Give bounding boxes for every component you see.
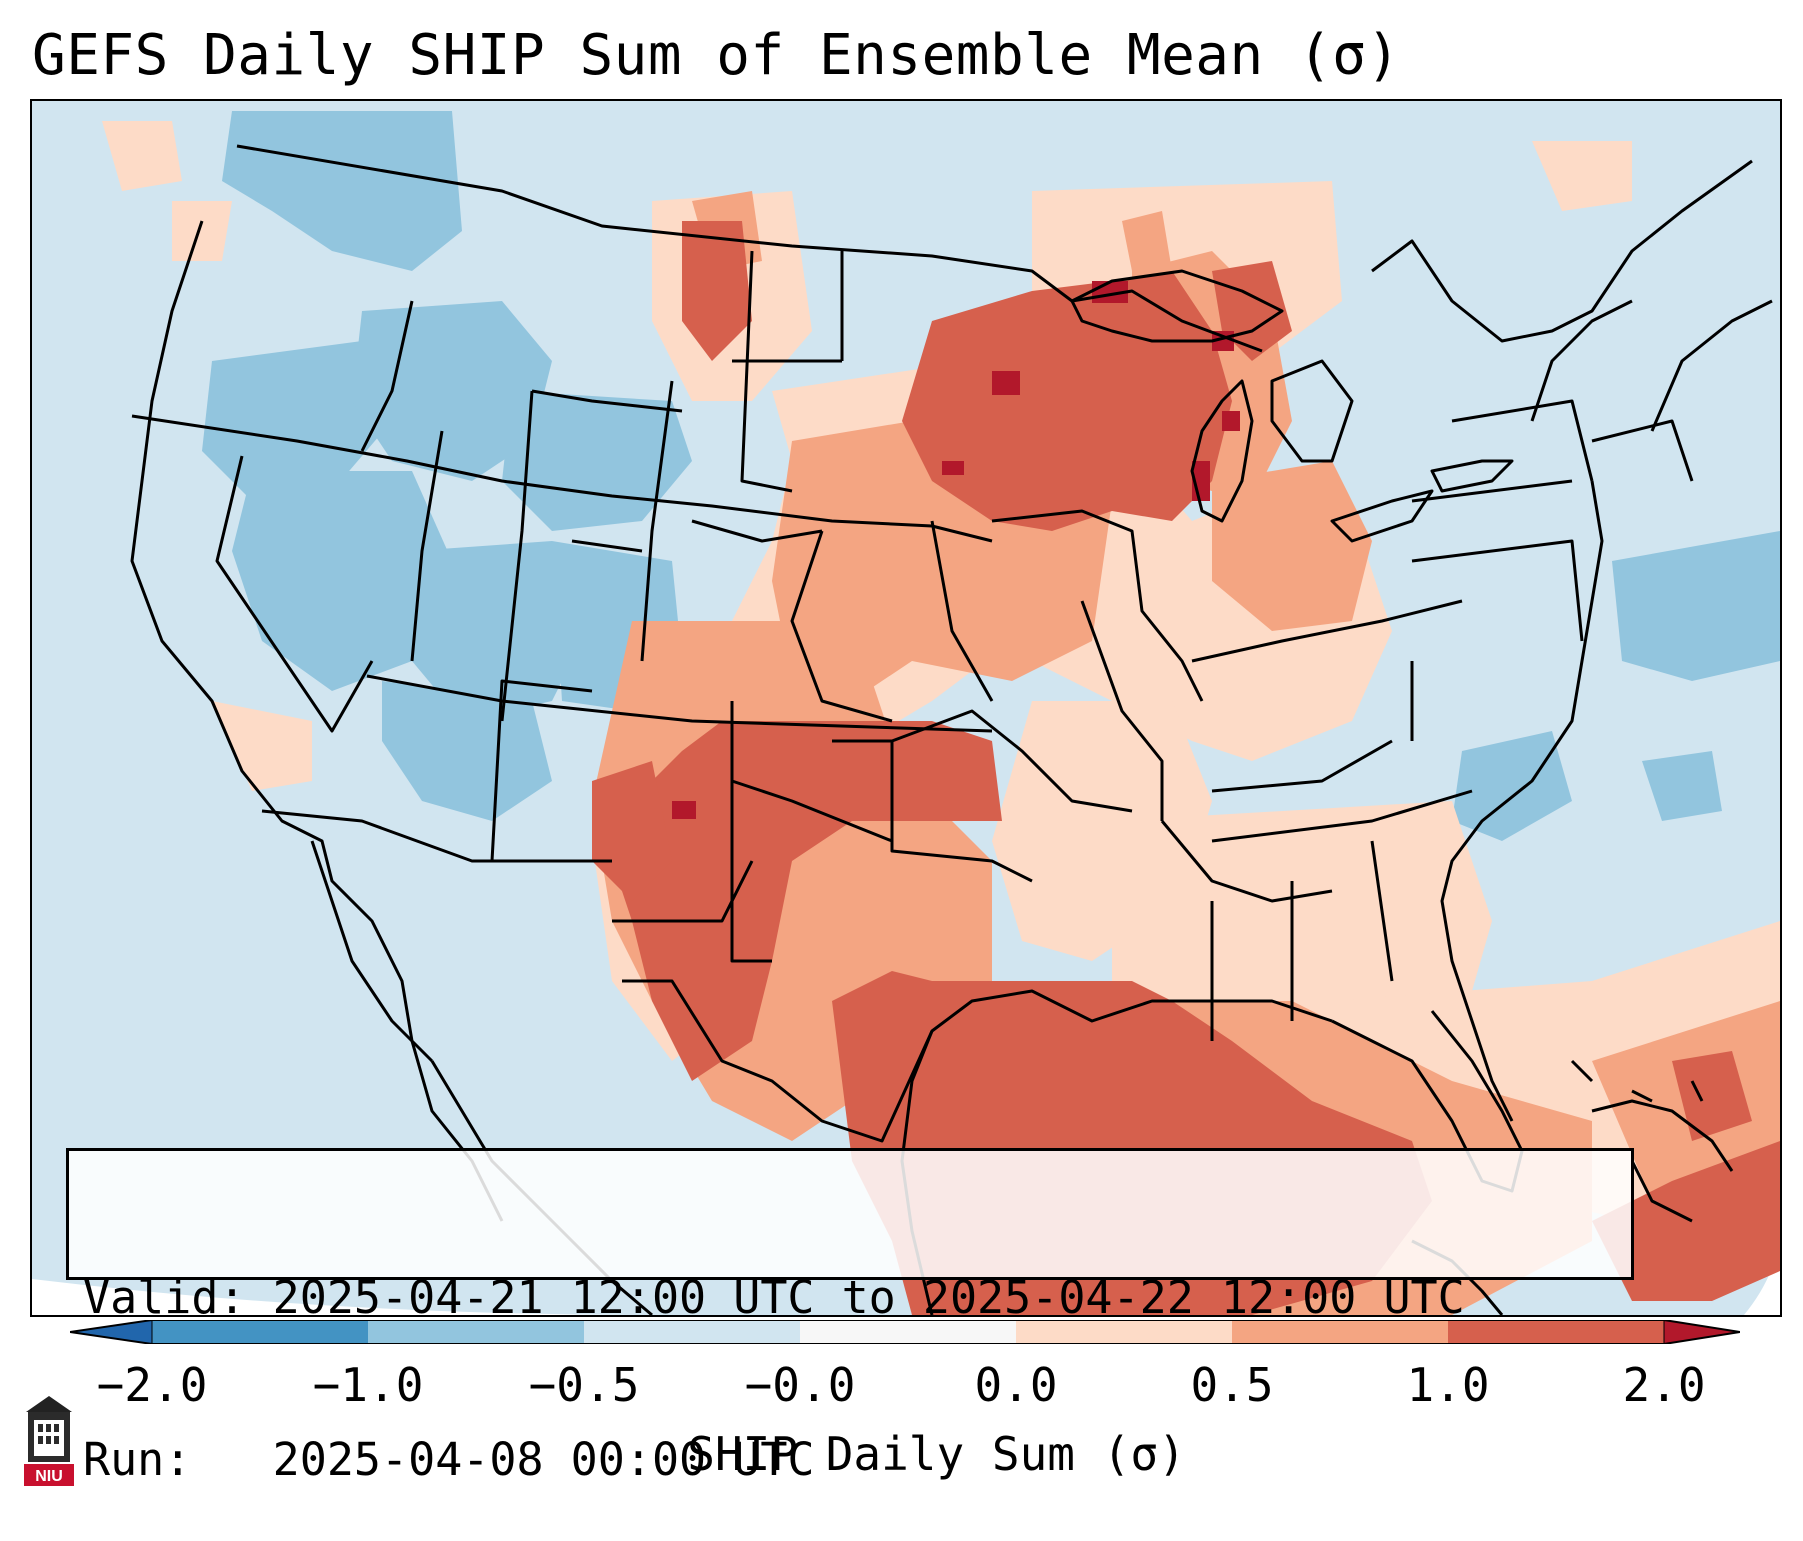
colorbar-bin [1016,1320,1232,1344]
run-label: Run: [83,1433,192,1486]
colorbar-tick-label: 1.0 [1406,1358,1490,1412]
colorbar-tick-label: 2.0 [1622,1358,1706,1412]
colorbar-tick-label: 0.5 [1190,1358,1274,1412]
logo-text: NIU [35,1468,63,1485]
valid-run-info-box: Valid: 2025-04-21 12:00 UTC to 2025-04-2… [66,1148,1634,1486]
valid-value: 2025-04-21 12:00 UTC to 2025-04-22 12:00… [272,1271,1465,1324]
colorbar-over-extension [1664,1320,1740,1344]
colorbar-bin [1232,1320,1448,1344]
colorbar-bin [800,1320,1016,1344]
colorbar-tick-label: 0.0 [974,1358,1058,1412]
valid-label: Valid: [83,1271,246,1324]
page-title: GEFS Daily SHIP Sum of Ensemble Mean (σ) [32,23,1401,88]
colorbar-bin [152,1320,368,1344]
valid-time-line: Valid: 2025-04-21 12:00 UTC to 2025-04-2… [83,1271,1617,1325]
colorbar-bin [368,1320,584,1344]
negative-anomaly-regions [202,111,1780,841]
colorbar-tick-label: −1.0 [312,1358,424,1412]
colorbar [70,1320,1740,1344]
colorbar-tick-label: −0.0 [744,1358,856,1412]
anomaly-map [32,101,1780,1315]
colorbar-ticks: −2.0 −1.0 −0.5 −0.0 0.0 0.5 1.0 2.0 [0,1358,1803,1418]
colorbar-tick-label: −2.0 [96,1358,208,1412]
colorbar-under-extension [70,1320,152,1344]
university-tower-icon: NIU [24,1396,74,1486]
run-value: 2025-04-08 00:00 UTC [272,1433,815,1486]
colorbar-tick-label: −0.5 [528,1358,640,1412]
run-time-line: Run: 2025-04-08 00:00 UTC [83,1433,1617,1487]
map-panel [30,99,1782,1317]
colorbar-bin [1448,1320,1664,1344]
colorbar-label: SHIP Daily Sum (σ) [687,1427,1186,1481]
colorbar-bin [584,1320,800,1344]
state-and-country-borders [130,144,1773,1315]
